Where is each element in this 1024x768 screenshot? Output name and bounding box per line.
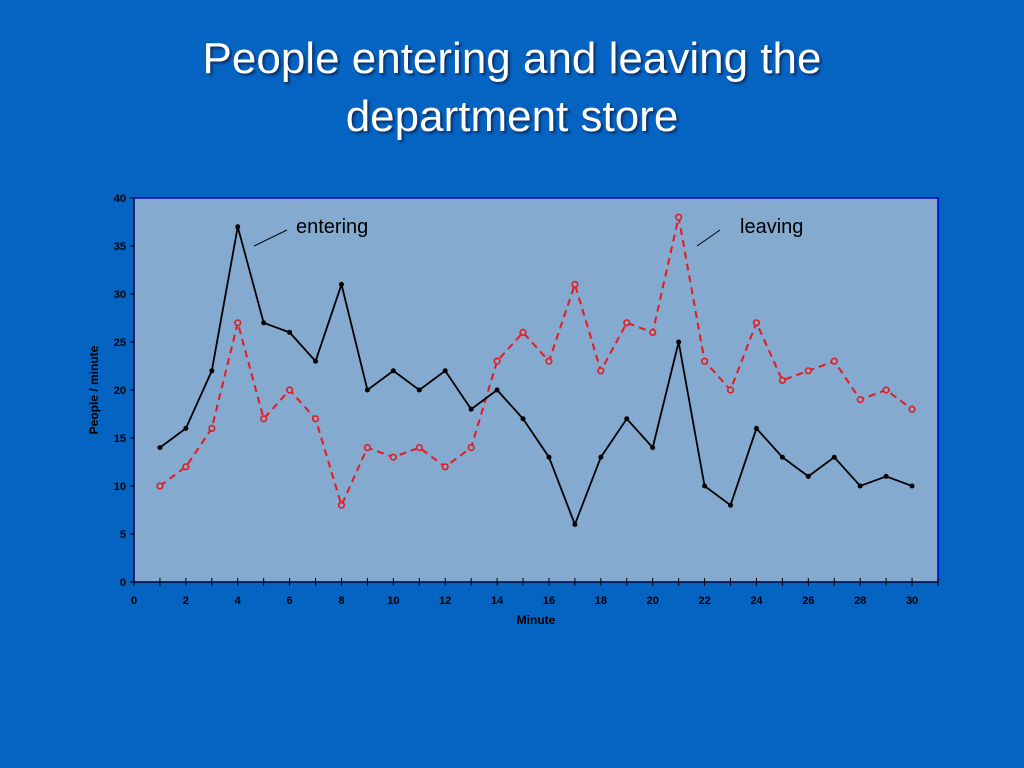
- data-point-entering: [313, 358, 319, 364]
- x-tick-label: 10: [387, 595, 399, 607]
- x-tick-label: 16: [543, 595, 555, 607]
- data-point-leaving: [389, 453, 397, 461]
- data-point-entering: [520, 416, 526, 422]
- data-point-leaving: [311, 415, 320, 423]
- series-line-leaving: [159, 216, 913, 509]
- data-point-leaving: [597, 367, 605, 375]
- data-point-entering: [624, 416, 630, 422]
- data-point-leaving: [778, 376, 786, 385]
- data-point-leaving: [286, 386, 294, 394]
- data-point-entering: [831, 454, 837, 460]
- slide-title-line-2: department store: [345, 92, 679, 141]
- series-line-entering: [159, 226, 913, 527]
- x-tick-label: 18: [595, 595, 607, 607]
- data-point-leaving: [700, 357, 709, 365]
- data-point-entering: [209, 368, 215, 374]
- x-tick-label: 30: [906, 595, 918, 607]
- plot-area: [133, 197, 939, 583]
- data-point-leaving: [804, 367, 812, 375]
- slide-title: People entering and leaving the departme…: [0, 30, 1024, 146]
- y-tick-label: 0: [120, 577, 126, 589]
- data-point-entering: [183, 425, 189, 431]
- data-point-entering: [546, 454, 552, 460]
- data-point-entering: [572, 521, 578, 527]
- data-point-leaving: [726, 386, 735, 394]
- data-point-entering: [779, 454, 785, 460]
- x-tick-label: 28: [854, 595, 866, 607]
- data-point-entering: [805, 473, 811, 479]
- x-axis-title: Minute: [517, 613, 556, 627]
- y-tick-label: 10: [114, 481, 126, 493]
- data-point-entering: [261, 320, 267, 326]
- data-point-leaving: [675, 213, 683, 221]
- data-point-entering: [494, 387, 500, 393]
- x-tick-label: 8: [338, 595, 344, 607]
- entering-annotation: entering: [296, 216, 368, 238]
- y-tick-label: 15: [114, 433, 126, 445]
- x-tick-label: 4: [235, 595, 242, 607]
- data-point-entering: [416, 387, 422, 393]
- data-point-leaving: [415, 444, 423, 452]
- data-point-leaving: [519, 328, 527, 337]
- data-point-entering: [468, 406, 474, 412]
- data-point-entering: [857, 483, 863, 489]
- data-point-leaving: [856, 396, 864, 404]
- entering-leader-line: [253, 229, 288, 247]
- data-point-leaving: [234, 319, 242, 327]
- y-tick-label: 25: [114, 337, 126, 349]
- data-point-entering: [909, 483, 915, 489]
- data-point-leaving: [649, 328, 657, 337]
- data-point-entering: [287, 329, 293, 335]
- data-point-entering: [390, 368, 396, 374]
- data-point-leaving: [182, 463, 190, 471]
- data-point-entering: [442, 368, 448, 374]
- data-point-leaving: [337, 501, 346, 509]
- y-tick-label: 5: [120, 529, 126, 541]
- data-point-leaving: [908, 405, 916, 413]
- y-tick-label: 20: [114, 385, 126, 397]
- data-point-entering: [338, 281, 344, 287]
- x-tick-label: 24: [750, 595, 763, 607]
- data-point-leaving: [260, 415, 268, 423]
- data-point-entering: [728, 502, 734, 508]
- x-tick-label: 2: [183, 595, 189, 607]
- data-point-leaving: [208, 424, 216, 433]
- x-tick-label: 14: [491, 595, 504, 607]
- data-point-entering: [753, 425, 759, 431]
- data-point-leaving: [467, 444, 475, 452]
- data-point-leaving: [571, 280, 579, 289]
- x-tick-label: 20: [647, 595, 659, 607]
- data-point-entering: [883, 473, 889, 479]
- data-point-entering: [235, 224, 241, 230]
- x-tick-label: 22: [698, 595, 710, 607]
- x-tick-label: 6: [287, 595, 293, 607]
- y-tick-label: 35: [114, 241, 126, 253]
- data-point-leaving: [545, 357, 553, 365]
- y-tick-label: 40: [114, 193, 126, 205]
- data-point-leaving: [752, 319, 761, 327]
- slide-title-line-1: People entering and leaving the: [202, 34, 822, 83]
- data-point-entering: [157, 445, 163, 451]
- y-tick-label: 30: [114, 289, 126, 301]
- data-point-entering: [702, 483, 708, 489]
- data-point-leaving: [156, 482, 164, 490]
- data-point-entering: [598, 454, 604, 460]
- leaving-leader-line: [696, 229, 721, 247]
- data-point-entering: [676, 339, 682, 345]
- data-point-leaving: [882, 386, 890, 394]
- data-point-leaving: [830, 357, 838, 365]
- data-point-leaving: [493, 357, 501, 365]
- x-tick-label: 0: [131, 595, 137, 607]
- x-tick-label: 12: [439, 595, 451, 607]
- data-point-leaving: [441, 463, 449, 471]
- data-point-entering: [650, 445, 656, 451]
- data-point-leaving: [363, 444, 372, 452]
- x-tick-label: 26: [802, 595, 814, 607]
- y-axis-title: People / minute: [87, 345, 101, 434]
- data-point-leaving: [623, 319, 631, 327]
- data-point-entering: [364, 387, 370, 393]
- leaving-annotation: leaving: [740, 216, 803, 238]
